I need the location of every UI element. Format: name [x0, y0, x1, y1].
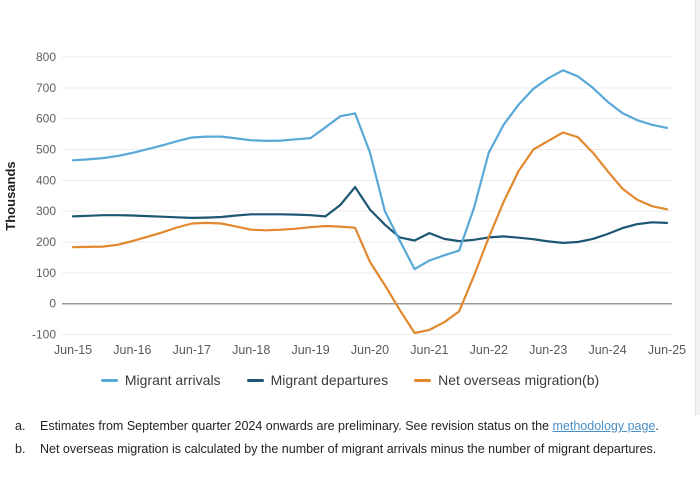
y-tick-label: 700 [36, 81, 56, 95]
legend-swatch [246, 378, 264, 382]
footnote-a-text: Estimates from September quarter 2024 on… [40, 418, 682, 434]
line-migrant-arrivals [71, 69, 669, 271]
footnote-a-marker: a. [15, 419, 26, 433]
x-tick-label: Jun-25 [648, 343, 686, 357]
line-net-overseas-migration-b [71, 131, 669, 335]
legend-label: Net overseas migration(b) [438, 372, 600, 388]
legend-item-net-overseas-migration-b: Net overseas migration(b) [414, 372, 599, 388]
x-tick-label: Jun-19 [291, 343, 329, 357]
legend-label: Migrant arrivals [124, 372, 221, 388]
footnote-a-pre: Estimates from September quarter 2024 on… [40, 419, 553, 433]
series-lines [71, 69, 669, 335]
footnote-a-post: . [655, 419, 659, 433]
footnotes: a. Estimates from September quarter 2024… [0, 418, 700, 457]
x-tick-label: Jun-24 [588, 343, 626, 357]
legend-item-migrant-arrivals: Migrant arrivals [100, 372, 221, 388]
legend-item-migrant-departures: Migrant departures [246, 372, 389, 388]
y-tick-label: 0 [49, 297, 56, 311]
x-tick-label: Jun-21 [410, 343, 448, 357]
line-migrant-departures [71, 186, 669, 244]
x-tick-label: Jun-22 [470, 343, 508, 357]
x-tick-label: Jun-15 [54, 343, 92, 357]
y-tick-label: 200 [36, 235, 56, 249]
y-tick-label: 500 [36, 143, 56, 157]
legend-label: Migrant departures [270, 372, 389, 388]
legend-swatch [414, 378, 432, 382]
gridlines [62, 56, 672, 335]
x-tick-label: Jun-18 [232, 343, 270, 357]
y-tick-label: 800 [36, 50, 56, 64]
x-tick-label: Jun-23 [529, 343, 567, 357]
y-tick-label: -100 [32, 328, 56, 342]
methodology-page-link[interactable]: methodology page [552, 419, 656, 433]
y-tick-label: 600 [36, 112, 56, 126]
x-tick-label: Jun-20 [351, 343, 389, 357]
y-axis-title: Thousands [3, 161, 18, 230]
footnote-b-text: Net overseas migration is calculated by … [40, 442, 657, 456]
x-tick-label: Jun-17 [173, 343, 211, 357]
footnote-a: a. Estimates from September quarter 2024… [15, 418, 682, 434]
right-edge-border [695, 0, 700, 415]
migration-line-chart: -100 0 100 200 300 400 500 600 700 800 Jun-15 Jun-1… [3, 50, 686, 357]
chart-legend: Migrant arrivals Migrant departures Net ov… [0, 370, 700, 390]
footnote-b: b. Net overseas migration is calculated … [15, 441, 682, 457]
y-tick-label: 300 [36, 204, 56, 218]
footnote-b-marker: b. [15, 442, 26, 456]
axis-tick-labels: -100 0 100 200 300 400 500 600 700 800 Jun-15 Jun-1… [32, 50, 686, 357]
y-tick-label: 100 [36, 266, 56, 280]
x-tick-label: Jun-16 [113, 343, 151, 357]
y-tick-label: 400 [36, 173, 56, 187]
legend-swatch [100, 378, 118, 382]
